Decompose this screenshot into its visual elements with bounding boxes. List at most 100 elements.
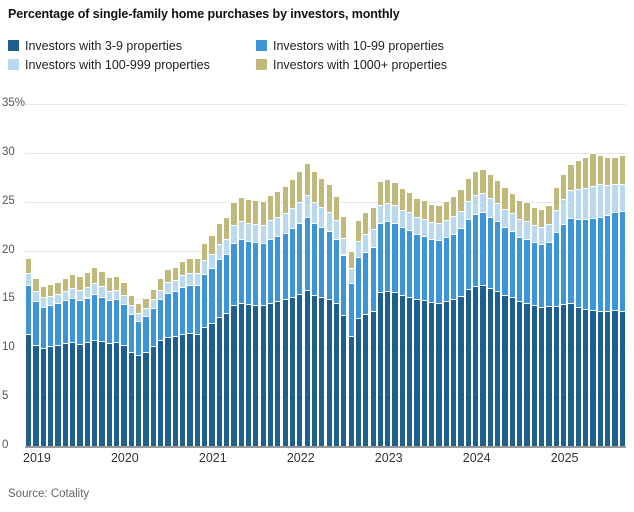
- bar-column[interactable]: [194, 104, 200, 446]
- bar-column[interactable]: [421, 104, 428, 446]
- bar-column[interactable]: [605, 104, 611, 446]
- bar-column[interactable]: [363, 104, 369, 446]
- bar-column[interactable]: [260, 104, 266, 446]
- bar-column[interactable]: [524, 104, 530, 446]
- bar-segment: [553, 187, 559, 210]
- y-axis-tick-label: 25: [2, 194, 15, 207]
- bar-column[interactable]: [590, 104, 596, 446]
- bar-column[interactable]: [40, 104, 46, 446]
- bar-column[interactable]: [289, 104, 296, 446]
- bar-column[interactable]: [33, 104, 39, 446]
- bar-column[interactable]: [253, 104, 259, 446]
- bar-column[interactable]: [355, 104, 362, 446]
- bar-column[interactable]: [231, 104, 237, 446]
- bar-segment: [260, 305, 266, 446]
- bar-column[interactable]: [201, 104, 208, 446]
- bar-segment: [62, 290, 68, 301]
- legend-item-s1000p[interactable]: Investors with 1000+ properties: [256, 57, 628, 73]
- bar-column[interactable]: [377, 104, 384, 446]
- bar-column[interactable]: [341, 104, 347, 446]
- bar-segment: [223, 217, 230, 239]
- bar-column[interactable]: [187, 104, 193, 446]
- bar-column[interactable]: [553, 104, 559, 446]
- bar-column[interactable]: [333, 104, 340, 446]
- bar-column[interactable]: [238, 104, 244, 446]
- bar-segment: [539, 227, 545, 244]
- bar-column[interactable]: [407, 104, 413, 446]
- bar-column[interactable]: [597, 104, 603, 446]
- bar-column[interactable]: [267, 104, 274, 446]
- legend-item-s3_9[interactable]: Investors with 3-9 properties: [8, 38, 256, 54]
- legend-item-s10_99[interactable]: Investors with 10-99 properties: [256, 38, 628, 54]
- bar-column[interactable]: [319, 104, 325, 446]
- bar-segment: [436, 223, 442, 240]
- bar-column[interactable]: [26, 104, 32, 446]
- bar-column[interactable]: [157, 104, 164, 446]
- bar-column[interactable]: [531, 104, 537, 446]
- bar-segment: [561, 224, 567, 305]
- bar-column[interactable]: [106, 104, 112, 446]
- bar-column[interactable]: [150, 104, 156, 446]
- bar-column[interactable]: [128, 104, 134, 446]
- bar-column[interactable]: [480, 104, 486, 446]
- bar-column[interactable]: [539, 104, 545, 446]
- bar-column[interactable]: [121, 104, 127, 446]
- bar-segment: [172, 279, 178, 291]
- bar-column[interactable]: [487, 104, 494, 446]
- bar-column[interactable]: [561, 104, 567, 446]
- bar-column[interactable]: [135, 104, 142, 446]
- bar-column[interactable]: [245, 104, 252, 446]
- bar-column[interactable]: [70, 104, 76, 446]
- bar-segment: [487, 197, 494, 218]
- bar-column[interactable]: [473, 104, 479, 446]
- bar-segment: [209, 322, 215, 446]
- bar-segment: [326, 231, 332, 300]
- bar-column[interactable]: [443, 104, 450, 446]
- bar-column[interactable]: [223, 104, 230, 446]
- bar-column[interactable]: [99, 104, 105, 446]
- bar-column[interactable]: [179, 104, 186, 446]
- bar-column[interactable]: [304, 104, 310, 446]
- bar-column[interactable]: [172, 104, 178, 446]
- bar-column[interactable]: [575, 104, 581, 446]
- bar-column[interactable]: [465, 104, 472, 446]
- bar-column[interactable]: [165, 104, 171, 446]
- bar-column[interactable]: [458, 104, 464, 446]
- bar-column[interactable]: [48, 104, 54, 446]
- bar-column[interactable]: [502, 104, 508, 446]
- bar-column[interactable]: [385, 104, 391, 446]
- bar-column[interactable]: [509, 104, 516, 446]
- bar-column[interactable]: [451, 104, 457, 446]
- bar-column[interactable]: [55, 104, 61, 446]
- bar-column[interactable]: [297, 104, 303, 446]
- bar-column[interactable]: [216, 104, 222, 446]
- bar-column[interactable]: [326, 104, 332, 446]
- bar-column[interactable]: [370, 104, 376, 446]
- bar-segment: [113, 342, 120, 446]
- bar-column[interactable]: [84, 104, 90, 446]
- bar-segment: [502, 294, 508, 446]
- bar-column[interactable]: [113, 104, 120, 446]
- bar-column[interactable]: [77, 104, 83, 446]
- bar-column[interactable]: [311, 104, 318, 446]
- bar-column[interactable]: [568, 104, 574, 446]
- bar-column[interactable]: [91, 104, 98, 446]
- bar-column[interactable]: [517, 104, 523, 446]
- bar-column[interactable]: [348, 104, 354, 446]
- bar-column[interactable]: [429, 104, 435, 446]
- bar-column[interactable]: [143, 104, 149, 446]
- bar-column[interactable]: [275, 104, 281, 446]
- legend-item-s100_999[interactable]: Investors with 100-999 properties: [8, 57, 256, 73]
- bar-column[interactable]: [392, 104, 398, 446]
- bar-column[interactable]: [399, 104, 406, 446]
- bar-column[interactable]: [62, 104, 68, 446]
- bar-column[interactable]: [436, 104, 442, 446]
- bar-column[interactable]: [414, 104, 420, 446]
- bar-column[interactable]: [209, 104, 215, 446]
- bar-column[interactable]: [583, 104, 589, 446]
- bar-column[interactable]: [495, 104, 501, 446]
- bar-column[interactable]: [612, 104, 618, 446]
- bar-column[interactable]: [546, 104, 552, 446]
- bar-column[interactable]: [619, 104, 625, 446]
- bar-column[interactable]: [282, 104, 288, 446]
